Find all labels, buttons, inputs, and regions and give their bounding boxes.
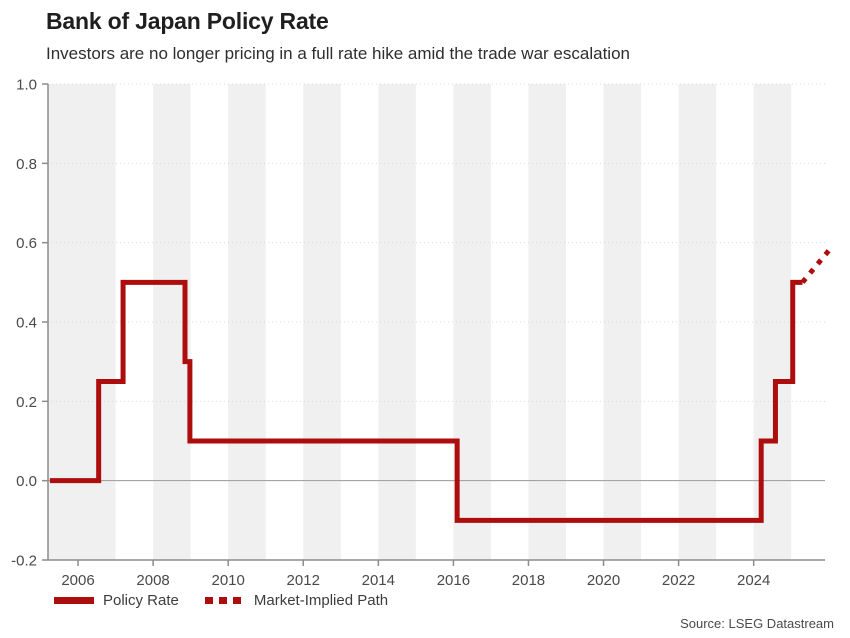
x-tick-label: 2014: [362, 572, 395, 589]
x-tick-label: 2012: [287, 572, 320, 589]
x-tick-label: 2006: [61, 572, 94, 589]
y-tick-label: 0.6: [16, 235, 37, 252]
x-axis-ticks: 2006 2008 2010 2012 2014 2016 2018 2020 2022 2024: [61, 560, 770, 589]
market-implied-path-line: [800, 249, 831, 284]
series-group: [49, 249, 831, 523]
policy-rate-line: [49, 279, 803, 523]
y-tick-label: 0.0: [16, 473, 37, 490]
legend-label-policy-rate: Policy Rate: [103, 592, 179, 609]
legend-item-market-implied-path: Market-Implied Path: [204, 592, 389, 609]
x-tick-label: 2016: [437, 572, 470, 589]
x-tick-label: 2022: [662, 572, 695, 589]
y-tick-label: 1.0: [16, 77, 37, 94]
gridlines: [48, 83, 825, 482]
x-tick-label: 2018: [512, 572, 545, 589]
page-subtitle: Investors are no longer pricing in a ful…: [46, 44, 630, 63]
year-band: [603, 84, 642, 560]
x-tick-label: 2008: [136, 572, 169, 589]
x-tick-label: 2024: [737, 572, 770, 589]
legend-swatch-solid-icon: [54, 597, 94, 604]
legend-label-market-implied-path: Market-Implied Path: [253, 592, 389, 609]
legend-item-policy-rate: Policy Rate: [54, 592, 179, 609]
source-caption: Source: LSEG Datastream: [680, 616, 834, 631]
y-axis-ticks: -0.2 0.0 0.2 0.4 0.6 0.8 1.0: [11, 77, 48, 570]
y-tick-label: -0.2: [11, 553, 37, 570]
year-bands: [48, 84, 792, 560]
x-tick-label: 2010: [211, 572, 244, 589]
x-tick-label: 2020: [587, 572, 620, 589]
page-title: Bank of Japan Policy Rate: [46, 8, 329, 34]
y-tick-label: 0.4: [16, 315, 37, 332]
year-band: [378, 84, 416, 560]
chart-legend: Policy Rate Market-Implied Path: [54, 592, 388, 609]
y-tick-label: 0.8: [16, 156, 37, 173]
y-tick-label: 0.2: [16, 394, 37, 411]
legend-swatch-dotted-icon: [204, 597, 245, 604]
